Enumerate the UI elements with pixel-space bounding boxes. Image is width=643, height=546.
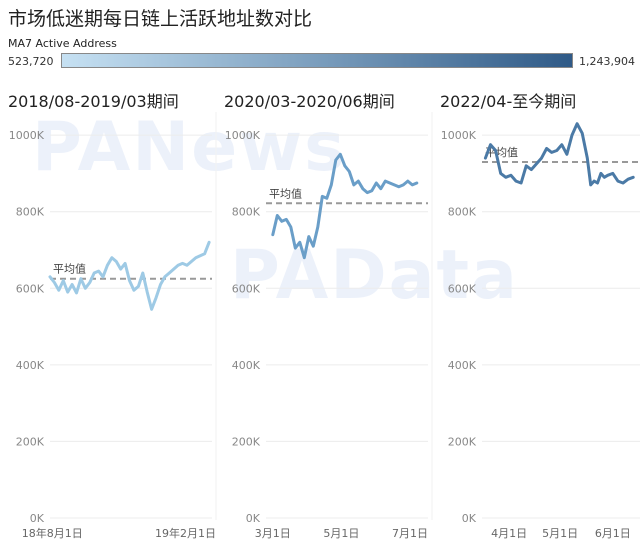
legend-min-label: 523,720	[8, 55, 54, 68]
x-tick-label: 6月1日	[595, 527, 631, 540]
x-tick-label: 5月1日	[323, 527, 359, 540]
y-tick-label: 1000K	[9, 129, 45, 142]
y-tick-label: 600K	[16, 282, 45, 295]
x-tick-label: 4月1日	[491, 527, 527, 540]
y-tick-label: 1000K	[225, 129, 261, 142]
legend-title: MA7 Active Address	[8, 37, 117, 50]
panel-title-2018: 2018/08-2019/03期间	[8, 92, 179, 111]
x-tick-label: 3月1日	[255, 527, 291, 540]
y-tick-label: 0K	[462, 512, 477, 525]
x-tick-label: 7月1日	[392, 527, 428, 540]
y-tick-label: 800K	[448, 206, 477, 219]
chart-title: 市场低迷期每日链上活跃地址数对比	[8, 8, 313, 30]
panel-title-2022: 2022/04-至今期间	[440, 92, 577, 111]
x-tick-label: 19年2月1日	[155, 526, 216, 540]
average-label: 平均值	[269, 187, 302, 200]
x-tick-label: 18年8月1日	[22, 526, 83, 540]
y-tick-label: 200K	[448, 435, 477, 448]
y-tick-label: 200K	[232, 435, 261, 448]
y-tick-label: 200K	[16, 435, 45, 448]
y-tick-label: 1000K	[441, 129, 477, 142]
y-tick-label: 600K	[448, 282, 477, 295]
y-tick-label: 800K	[16, 206, 45, 219]
average-label: 平均值	[53, 263, 86, 276]
watermark-panews: PANews	[32, 108, 347, 187]
y-tick-label: 400K	[448, 359, 477, 372]
panel-title-2020: 2020/03-2020/06期间	[224, 92, 395, 111]
legend-max-label: 1,243,904	[579, 55, 635, 68]
y-tick-label: 400K	[232, 359, 261, 372]
watermark-padata: PAData	[230, 236, 519, 315]
y-tick-label: 0K	[30, 512, 45, 525]
y-tick-label: 0K	[246, 512, 261, 525]
series-line	[48, 240, 211, 311]
series-line	[483, 122, 635, 187]
y-tick-label: 400K	[16, 359, 45, 372]
y-tick-label: 800K	[232, 206, 261, 219]
y-tick-label: 600K	[232, 282, 261, 295]
series-line	[271, 152, 419, 260]
legend-color-gradient	[61, 53, 573, 68]
x-tick-label: 5月1日	[542, 527, 578, 540]
